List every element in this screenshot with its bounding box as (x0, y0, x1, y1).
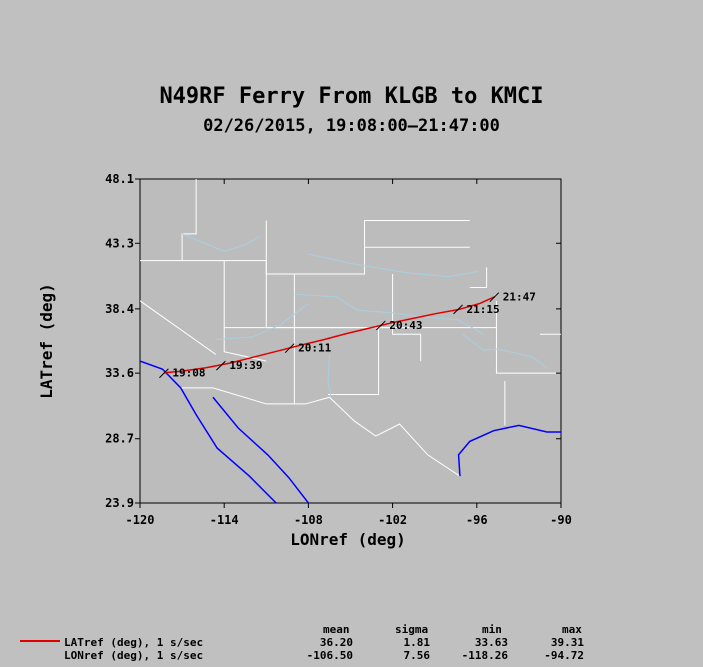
stats-row-max: -94.72 (544, 649, 584, 662)
state-border (140, 220, 470, 275)
stats-header-mean: mean (323, 623, 350, 636)
gulf-of-mexico-coastline (457, 424, 561, 477)
chart-title: N49RF Ferry From KLGB to KMCI (159, 84, 544, 109)
river (327, 354, 332, 398)
time-label: 20:43 (389, 319, 422, 332)
legend-line-lat (20, 640, 60, 642)
y-tick-label: 33.6 (105, 366, 134, 380)
time-tick (284, 343, 295, 354)
stats-row-min: 33.63 (474, 636, 508, 649)
stats-header-max: max (562, 623, 582, 636)
chart-subtitle: 02/26/2015, 19:08:00–21:47:00 (203, 116, 500, 136)
river (181, 233, 260, 252)
x-axis-label: LONref (deg) (290, 530, 406, 549)
plot-area (139, 178, 562, 504)
x-tick-label: -90 (550, 513, 572, 527)
gulf-of-california-coastline (212, 396, 309, 503)
pacific-coastline (140, 360, 277, 503)
x-tick-label: -120 (126, 513, 155, 527)
time-label: 20:11 (298, 342, 331, 355)
stats-row-label: LONref (deg), 1 s/sec (64, 649, 204, 662)
stats-row-mean: -106.50 (306, 649, 353, 662)
x-tick-label: -114 (210, 513, 239, 527)
map-background (140, 179, 561, 503)
time-tick (376, 320, 386, 331)
state-border (328, 327, 380, 396)
stats-row-min: -118.26 (461, 649, 508, 662)
y-tick-label: 38.4 (105, 302, 134, 316)
series-line-0 (164, 296, 496, 374)
x-tick-label: -108 (294, 513, 323, 527)
stats-table: mean sigma min max LATref (deg), 1 s/sec… (0, 620, 703, 667)
river (294, 293, 485, 335)
y-tick-label: 23.9 (105, 496, 134, 510)
state-border (180, 387, 461, 477)
stats-row-sigma: 1.81 (403, 636, 431, 649)
x-tick-label: -96 (466, 513, 488, 527)
time-label: 21:15 (467, 303, 500, 316)
state-border (181, 179, 197, 261)
stats-row-label: LATref (deg), 1 s/sec (64, 636, 204, 649)
river (462, 333, 548, 369)
stats-header-sigma: sigma (395, 623, 429, 636)
state-border (495, 300, 561, 374)
y-axis-label: LATref (deg) (37, 283, 56, 399)
time-label: 19:39 (229, 359, 262, 372)
axes: -120 -114 -108 -102 -96 -90 48.1 43.3 38.4 33.6 28… (105, 172, 572, 527)
y-tick-label: 43.3 (105, 236, 134, 250)
time-tick (489, 292, 500, 303)
state-border (140, 300, 217, 355)
y-tick-label: 48.1 (105, 172, 134, 186)
stats-header-min: min (482, 623, 502, 636)
state-border (392, 274, 422, 362)
time-tick (159, 368, 169, 379)
river (308, 253, 479, 278)
flight-track (164, 296, 496, 374)
time-label: 19:08 (172, 367, 205, 380)
time-label: 21:47 (503, 291, 536, 304)
stats-row-mean: 36.20 (319, 636, 353, 649)
x-tick-label: -102 (378, 513, 407, 527)
time-tick (453, 304, 463, 315)
stats-row-max: 39.31 (550, 636, 584, 649)
time-tick (216, 360, 226, 371)
state-border (469, 267, 488, 288)
y-tick-label: 28.7 (105, 432, 134, 446)
river (215, 303, 309, 341)
stats-row-sigma: 7.56 (403, 649, 431, 662)
